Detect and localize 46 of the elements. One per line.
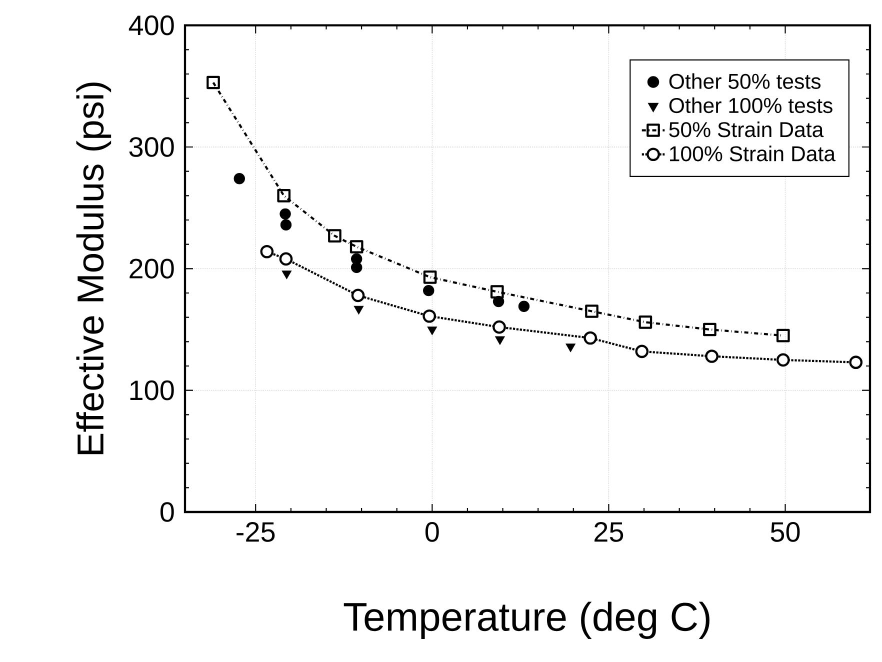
point <box>206 76 220 90</box>
point <box>277 189 291 202</box>
y-tick-label: 300 <box>129 137 174 157</box>
point <box>495 336 505 345</box>
x-tick-label: 0 <box>425 522 439 542</box>
y-axis-title: Effective Modulus (psi) <box>76 82 112 454</box>
point <box>635 344 649 358</box>
point <box>518 300 530 312</box>
point <box>328 229 342 242</box>
point <box>354 306 364 314</box>
point <box>422 309 436 323</box>
y-tick-label: 400 <box>128 15 174 36</box>
point <box>705 350 718 363</box>
point <box>566 344 576 352</box>
point <box>423 270 437 284</box>
point <box>282 270 292 280</box>
point <box>584 331 598 345</box>
point <box>776 328 790 342</box>
point <box>350 240 364 254</box>
point <box>585 304 598 318</box>
y-tick-label: 0 <box>160 502 174 522</box>
point <box>427 326 438 336</box>
point <box>638 316 652 329</box>
point <box>492 320 506 334</box>
point <box>703 322 716 336</box>
point <box>849 356 863 370</box>
legend-label: 100% Strain Data <box>670 146 836 162</box>
legend-label: 50% Strain Data <box>669 122 824 138</box>
point <box>279 252 293 266</box>
legend-label: Other 50% tests <box>669 73 821 89</box>
point <box>423 284 434 296</box>
x-tick-label: 25 <box>594 522 624 542</box>
point <box>234 173 245 184</box>
y-tick-label: 200 <box>130 258 174 279</box>
point <box>351 262 362 274</box>
point <box>260 244 274 258</box>
x-axis-title: Temperature (deg C) <box>344 602 710 639</box>
y-tick-label: 100 <box>130 380 174 400</box>
point <box>490 285 504 298</box>
point <box>280 219 292 230</box>
legend-label: Other 100% tests <box>669 97 832 114</box>
point <box>776 353 790 367</box>
x-tick-label: -25 <box>236 522 275 542</box>
point <box>280 208 291 220</box>
point <box>351 288 365 302</box>
x-tick-label: 50 <box>770 522 800 542</box>
